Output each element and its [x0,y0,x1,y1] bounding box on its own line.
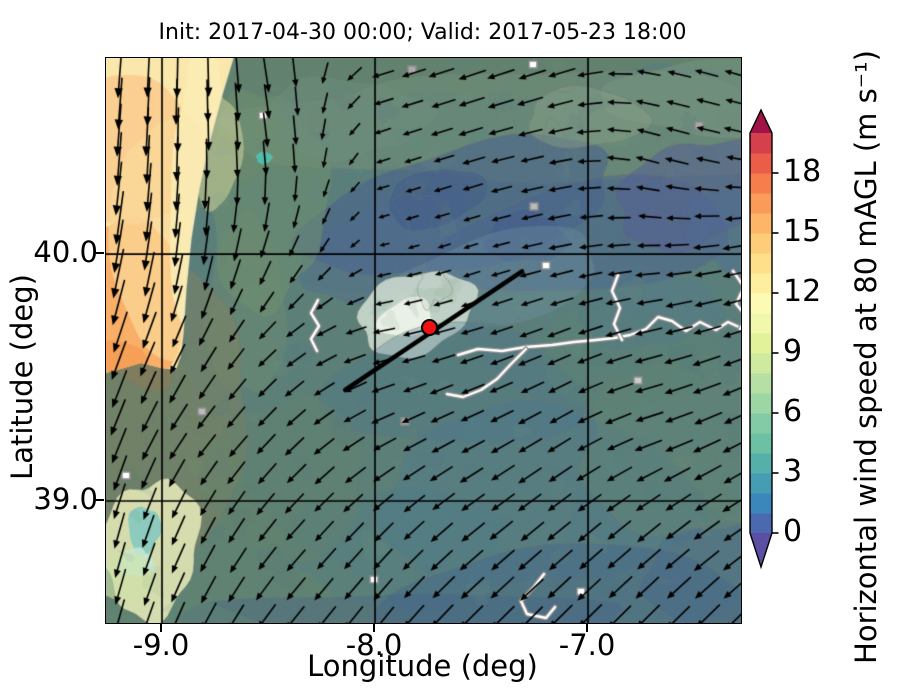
colorbar-under-arrow [750,533,772,567]
x-tickmark [586,624,589,632]
colorbar-tick-label: 12 [783,274,822,309]
x-tick-label: -7.0 [558,628,616,662]
colorbar-band [750,213,772,234]
colorbar-band [750,333,772,354]
colorbar-band [750,433,772,454]
colorbar-tick-label: 9 [783,334,803,369]
colorbar-band [750,193,772,214]
wind-speed-map-canvas [106,58,741,623]
colorbar-band [750,313,772,334]
colorbar-tick-label: 15 [783,214,822,249]
x-axis-label: Longitude (deg) [307,649,538,683]
colorbar-tick-label: 18 [783,154,822,189]
colorbar-tick-label: 0 [783,514,803,549]
y-axis-label: Latitude (deg) [5,274,39,480]
colorbar-tick-label: 6 [783,394,803,429]
colorbar-band [750,393,772,414]
colorbar-band [750,353,772,374]
colorbar-band [750,373,772,394]
colorbar-band [750,273,772,294]
site-marker [420,318,438,336]
colorbar-band [750,493,772,514]
y-tickmark [96,499,104,501]
plot-title: Init: 2017-04-30 00:00; Valid: 2017-05-2… [158,20,687,45]
x-tickmark [160,624,163,632]
colorbar-band [750,513,772,534]
colorbar-tick-label: 3 [783,454,803,489]
map-plot-area [105,57,742,624]
y-tick-label: 40.0 [33,235,98,270]
colorbar-band [750,173,772,194]
x-tickmark [373,624,376,632]
colorbar-band [750,473,772,494]
colorbar-band [750,453,772,474]
colorbar-band [750,253,772,274]
colorbar [749,108,779,570]
y-tick-label: 39.0 [33,482,98,516]
x-tick-label: -9.0 [132,628,190,662]
colorbar-band [750,153,772,174]
colorbar-band [750,133,772,154]
y-tickmark [96,252,104,255]
colorbar-label: Horizontal wind speed at 80 mAGL (m s⁻¹) [849,50,883,664]
colorbar-band [750,413,772,434]
colorbar-band [750,293,772,314]
colorbar-band [750,233,772,254]
colorbar-over-arrow [750,110,772,133]
x-tick-label: -8.0 [345,628,403,662]
colorbar-outline [749,108,773,570]
